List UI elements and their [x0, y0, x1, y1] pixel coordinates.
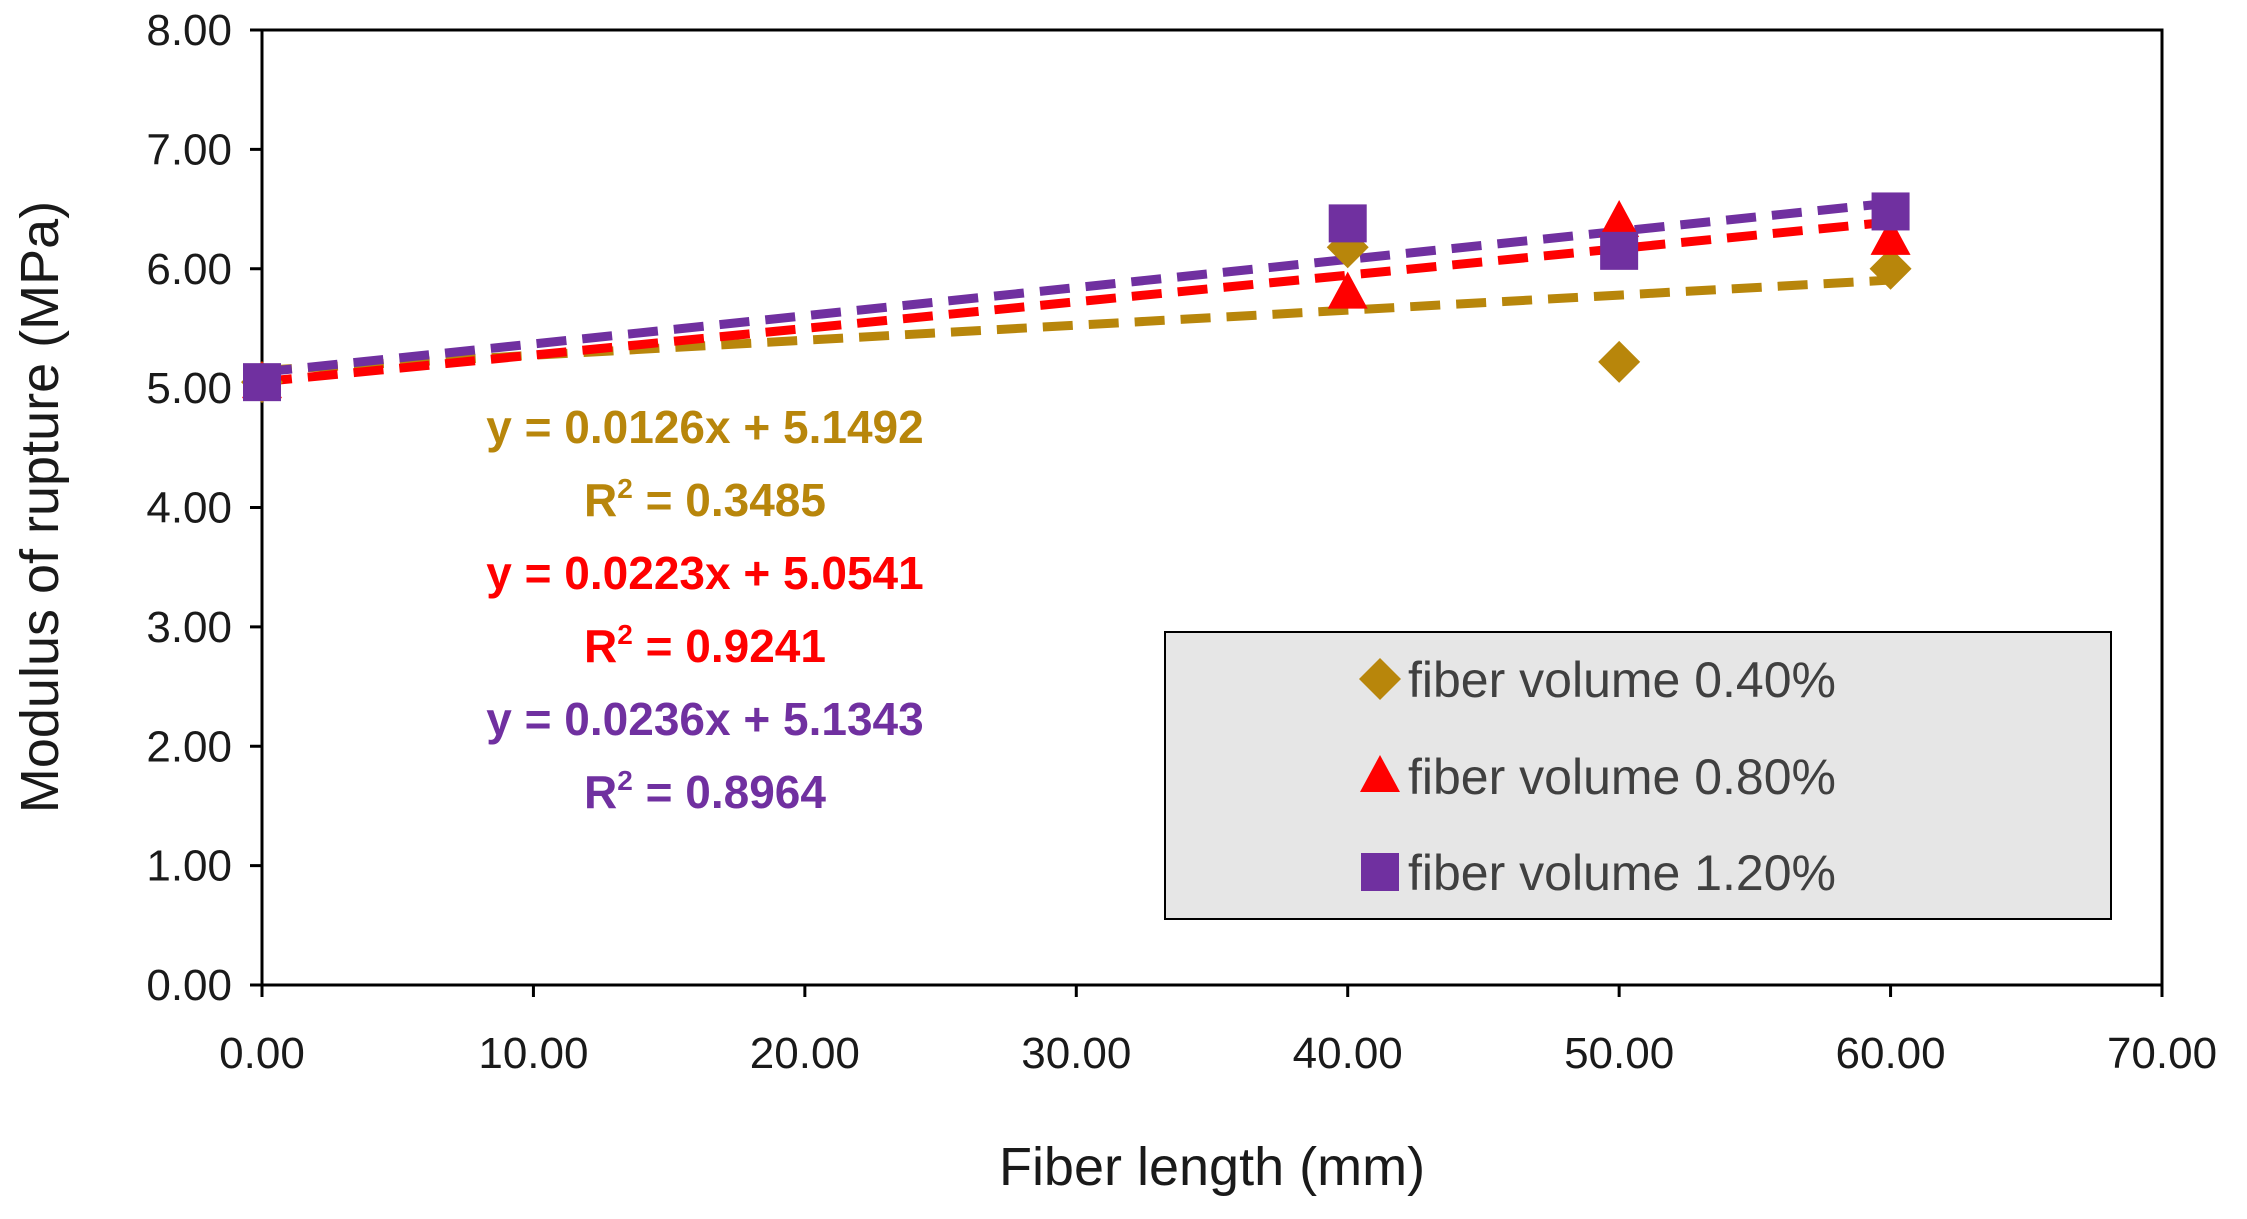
- y-tick-label: 0.00: [146, 961, 232, 1010]
- r-squared-exponent: 2: [617, 619, 633, 650]
- x-tick-label: 10.00: [478, 1029, 588, 1078]
- r-squared-label: R2 = 0.3485: [584, 473, 826, 526]
- y-tick-label: 2.00: [146, 722, 232, 771]
- data-point-series-1: [1598, 340, 1641, 383]
- x-tick-label: 60.00: [1836, 1029, 1946, 1078]
- r-squared-value: = 0.8964: [633, 766, 827, 818]
- legend: fiber volume 0.40% fiber volume 0.80% fibe…: [1164, 631, 2112, 920]
- x-tick-label: 70.00: [2107, 1029, 2217, 1078]
- x-tick-label: 50.00: [1564, 1029, 1674, 1078]
- y-tick-label: 3.00: [146, 603, 232, 652]
- r-squared-value: = 0.3485: [633, 474, 826, 526]
- trendline-equation: y = 0.0236x + 5.1343: [486, 693, 923, 745]
- legend-marker-diamond: [1359, 658, 1401, 700]
- x-axis-title: Fiber length (mm): [999, 1137, 1425, 1197]
- r-squared-value: = 0.9241: [633, 620, 826, 672]
- r-squared-symbol: R: [584, 766, 617, 818]
- y-tick-label: 8.00: [146, 6, 232, 55]
- y-axis-ticks: 0.00 1.00 2.00 3.00 4.00 5.00 6.00 7.00 8.00: [146, 6, 262, 1010]
- data-point-series-3: [1600, 231, 1639, 270]
- r-squared-exponent: 2: [617, 765, 633, 796]
- x-tick-label: 30.00: [1021, 1029, 1131, 1078]
- data-point-series-3: [1328, 204, 1367, 243]
- trendline-equation: y = 0.0126x + 5.1492: [486, 401, 923, 453]
- legend-label: fiber volume 0.40%: [1408, 652, 1836, 708]
- legend-box: [1164, 631, 2112, 920]
- r-squared-symbol: R: [584, 620, 617, 672]
- x-tick-label: 20.00: [750, 1029, 860, 1078]
- r-squared-label: R2 = 0.8964: [584, 765, 826, 818]
- trendline-equation: y = 0.0223x + 5.0541: [486, 547, 923, 599]
- data-point-series-3: [1871, 192, 1910, 231]
- trendline-series-1: [261, 275, 1891, 375]
- data-point-series-3: [243, 363, 281, 402]
- x-axis-ticks: 0.00 10.00 20.00 30.00 40.00 50.00 60.00 70.00: [219, 985, 2217, 1078]
- r-squared-symbol: R: [584, 474, 617, 526]
- data-point-series-2: [1327, 271, 1368, 309]
- legend-label: fiber volume 0.80%: [1408, 749, 1836, 805]
- data-point-series-2: [1599, 200, 1640, 237]
- r-squared-label: R2 = 0.9241: [584, 619, 826, 672]
- legend-marker-triangle: [1360, 755, 1400, 792]
- y-tick-label: 1.00: [146, 842, 232, 891]
- y-tick-label: 5.00: [146, 364, 232, 413]
- y-tick-label: 4.00: [146, 484, 232, 533]
- x-tick-label: 40.00: [1293, 1029, 1403, 1078]
- x-tick-label: 0.00: [219, 1029, 305, 1078]
- r-squared-exponent: 2: [617, 473, 633, 504]
- data-points: [241, 192, 1912, 404]
- data-point-series-1: [1869, 247, 1912, 290]
- y-tick-label: 7.00: [146, 125, 232, 174]
- y-axis-title: Modulus of rupture (MPa): [10, 201, 70, 813]
- y-tick-label: 6.00: [146, 245, 232, 294]
- legend-label: fiber volume 1.20%: [1408, 845, 1836, 901]
- data-point-series-2: [1870, 217, 1911, 255]
- legend-marker-square: [1361, 853, 1399, 891]
